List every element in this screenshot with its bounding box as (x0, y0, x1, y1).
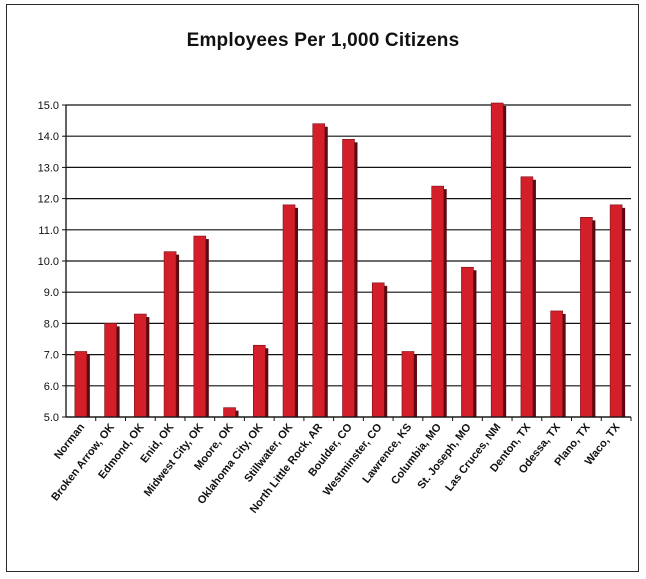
bars (74, 102, 626, 418)
y-tick-label: 13.0 (38, 162, 59, 174)
bar (490, 102, 504, 418)
bar (461, 266, 474, 418)
y-tick-label: 7.0 (44, 350, 59, 362)
y-tick-label: 5.0 (44, 412, 59, 424)
bar (431, 185, 445, 418)
bar (550, 310, 563, 418)
bar (134, 313, 147, 418)
chart-title: Employees Per 1,000 Citizens (186, 30, 460, 51)
y-tick-label: 9.0 (44, 287, 59, 299)
bar (342, 139, 355, 418)
bar (371, 282, 385, 418)
bar (223, 407, 236, 418)
y-tick-labels: 5.0 6.0 7.0 8.0 9.0 10.0 11.0 12.0 13.0 14.0 15.0 (38, 100, 59, 424)
bar (609, 204, 623, 418)
bar (252, 344, 266, 418)
bar (401, 351, 415, 418)
y-tick-label: 11.0 (38, 225, 59, 237)
bar (520, 176, 534, 418)
bar (312, 123, 326, 418)
y-tick-label: 12.0 (38, 194, 59, 206)
y-tick-label: 15.0 (38, 100, 59, 112)
bar (193, 235, 207, 418)
bar (104, 323, 117, 418)
bar (74, 351, 88, 418)
y-tick-label: 8.0 (44, 318, 59, 330)
y-tick-label: 14.0 (38, 131, 59, 143)
axes (62, 104, 632, 421)
x-tick-label: St. Joseph, MO (415, 421, 474, 491)
y-tick-label: 6.0 (44, 381, 59, 393)
bar (163, 251, 177, 418)
y-tick-label: 10.0 (38, 256, 59, 268)
bar (282, 204, 296, 418)
bar (580, 217, 593, 418)
